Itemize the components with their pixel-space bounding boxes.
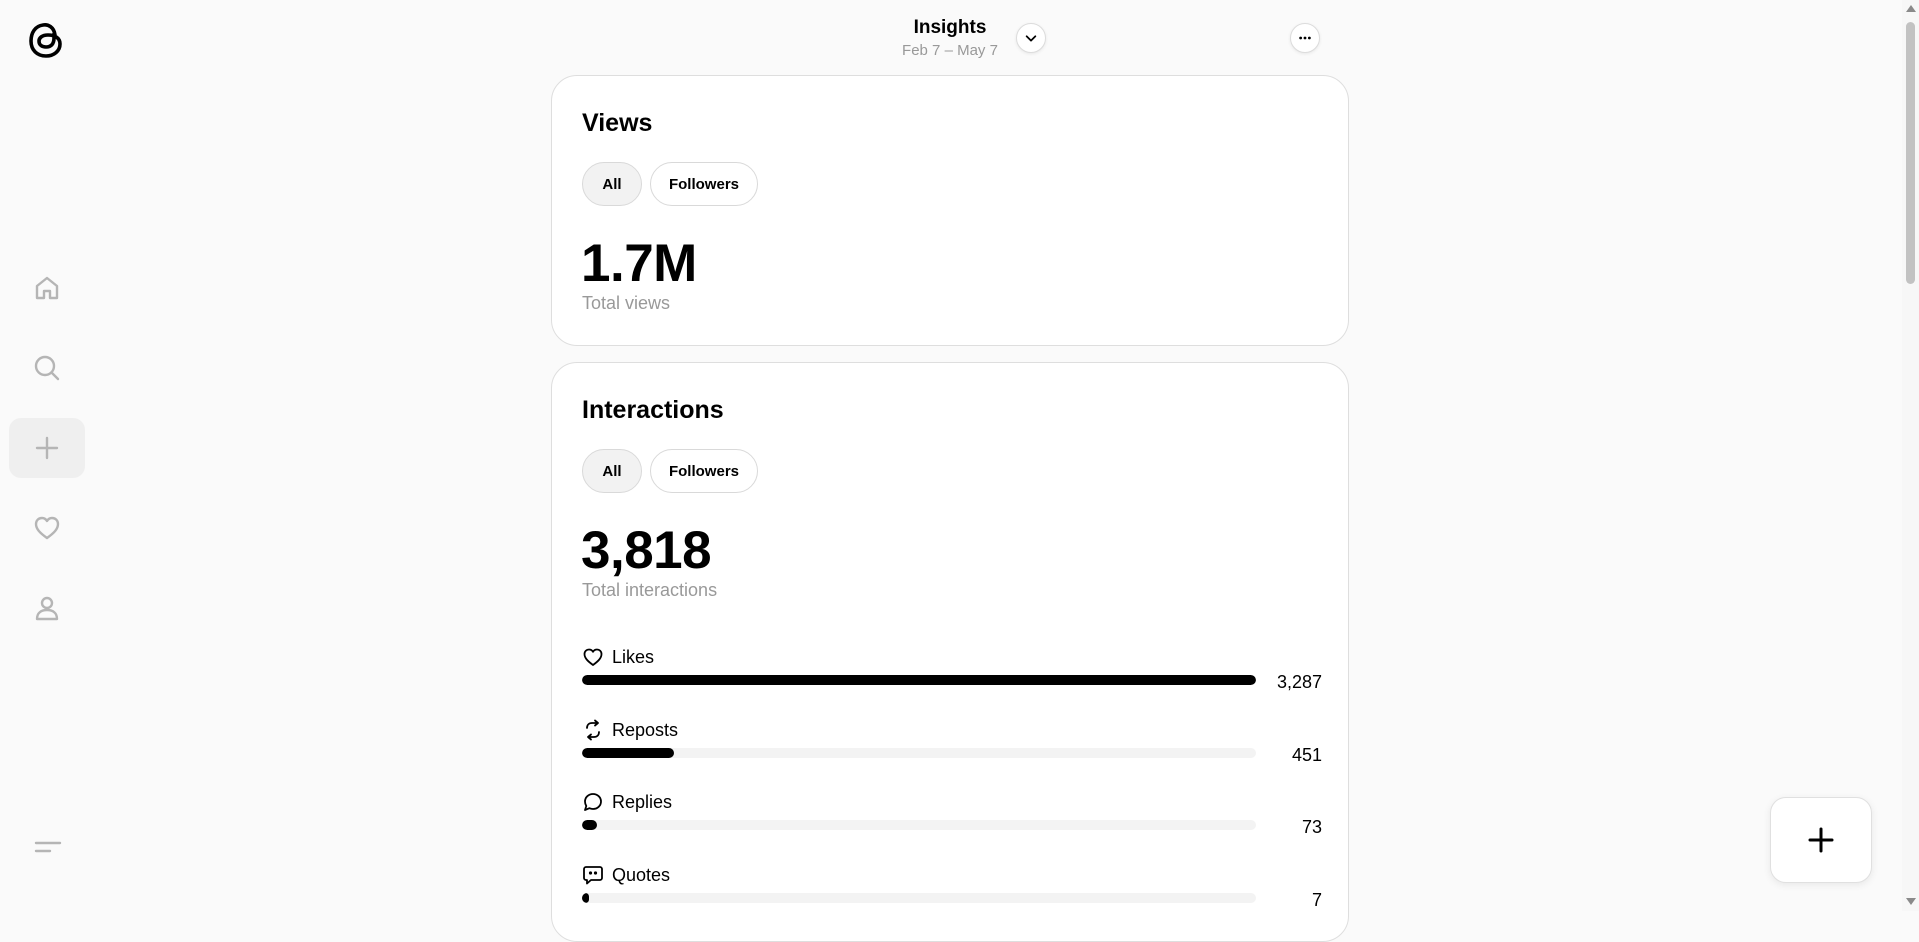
replies-bar-fill xyxy=(582,820,597,830)
menu-icon xyxy=(34,841,62,853)
sidebar-item-profile[interactable] xyxy=(9,578,85,638)
page-header: Insights Feb 7 – May 7 xyxy=(870,16,1030,60)
scrollbar-thumb[interactable] xyxy=(1906,22,1915,284)
metric-label: Likes xyxy=(612,646,655,667)
menu-button[interactable] xyxy=(28,830,68,866)
metric-label: Replies xyxy=(612,791,673,812)
total-views-value: 1.7M xyxy=(581,234,697,293)
metric-value: 3,287 xyxy=(1276,672,1322,692)
metric-row-replies: Replies 73 xyxy=(582,790,1322,850)
metric-value: 451 xyxy=(1291,745,1322,765)
sidebar-item-activity[interactable] xyxy=(9,498,85,558)
quotes-bar-fill xyxy=(582,893,589,903)
sidebar-item-create[interactable] xyxy=(9,418,85,478)
more-options-button[interactable] xyxy=(1290,23,1320,53)
interactions-title: Interactions xyxy=(582,396,724,424)
reply-icon xyxy=(584,793,602,811)
plus-icon xyxy=(1808,827,1834,853)
views-title: Views xyxy=(582,109,653,137)
views-card: Views All Followers 1.7M Total views xyxy=(551,75,1349,346)
repost-icon xyxy=(586,719,600,741)
total-interactions-label: Total interactions xyxy=(582,580,718,600)
sidebar xyxy=(0,0,94,911)
total-views-label: Total views xyxy=(582,293,671,313)
likes-bar-fill xyxy=(582,675,1256,685)
more-icon xyxy=(1299,36,1311,40)
replies-bar-track xyxy=(582,820,1256,830)
create-post-button[interactable] xyxy=(1770,797,1872,883)
views-filter-all[interactable]: All xyxy=(582,162,642,206)
search-icon xyxy=(34,355,60,381)
metric-label: Reposts xyxy=(612,719,679,740)
scroll-up-arrow-icon[interactable] xyxy=(1906,5,1916,12)
quotes-bar-track xyxy=(582,893,1256,903)
reposts-bar-track xyxy=(582,748,1256,758)
home-icon xyxy=(35,276,59,300)
sidebar-item-home[interactable] xyxy=(9,258,85,318)
metric-row-likes: Likes 3,287 xyxy=(582,645,1322,705)
sidebar-item-search[interactable] xyxy=(9,338,85,398)
interactions-filter-all[interactable]: All xyxy=(582,449,642,493)
chevron-down-icon xyxy=(1025,35,1037,42)
date-range: Feb 7 – May 7 xyxy=(902,42,998,59)
date-range-dropdown-button[interactable] xyxy=(1016,23,1046,53)
threads-logo-icon[interactable] xyxy=(26,18,66,62)
views-filter-followers[interactable]: Followers xyxy=(650,162,758,206)
metric-row-quotes: Quotes 7 xyxy=(582,863,1322,923)
scroll-down-arrow-icon[interactable] xyxy=(1906,898,1916,905)
total-interactions-value: 3,818 xyxy=(581,521,712,580)
metric-value: 7 xyxy=(1311,890,1322,910)
reposts-bar-fill xyxy=(582,748,675,758)
metric-label: Quotes xyxy=(612,864,671,885)
heart-icon xyxy=(34,516,60,540)
metric-row-reposts: Reposts 451 xyxy=(582,718,1322,778)
plus-icon xyxy=(35,436,59,460)
page-title: Insights xyxy=(913,17,987,38)
likes-bar-track xyxy=(582,675,1256,685)
quote-icon xyxy=(583,866,603,885)
profile-icon xyxy=(35,596,59,621)
scrollbar[interactable] xyxy=(1902,0,1919,911)
heart-icon xyxy=(583,648,603,666)
interactions-card: Interactions All Followers 3,818 Total i… xyxy=(551,362,1349,942)
metric-value: 73 xyxy=(1301,817,1322,837)
interactions-filter-followers[interactable]: Followers xyxy=(650,449,758,493)
